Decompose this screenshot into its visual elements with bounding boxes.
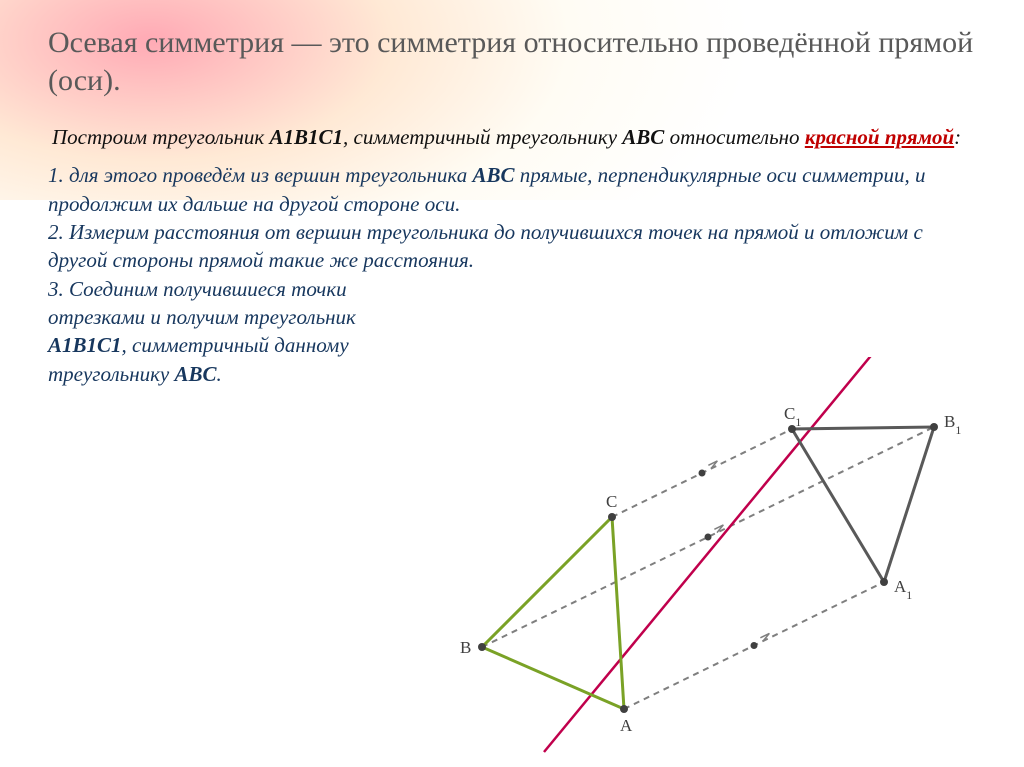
axis-intersection-point <box>705 534 712 541</box>
step-3: 3. Соединим получившиеся точки отрезками… <box>48 275 428 388</box>
vertex-label: C <box>606 492 617 511</box>
slide-title: Осевая симметрия — это симметрия относит… <box>48 24 976 99</box>
step3-a: 3. Соединим получившиеся точки отрезками… <box>48 277 356 329</box>
vertex-point <box>620 705 628 713</box>
right-angle-mark <box>708 461 717 469</box>
vertex-point <box>880 578 888 586</box>
intro-tri1: A1B1C1 <box>270 125 344 149</box>
vertex-label: A1 <box>894 577 912 602</box>
intro-mid: , симметричный треугольнику <box>343 125 622 149</box>
step3-b: A1B1C1 <box>48 333 122 357</box>
intro-end: : <box>954 125 961 149</box>
step1-b: ABC <box>472 163 514 187</box>
triangle-a1b1c1 <box>792 427 934 582</box>
vertex-label: B <box>460 638 471 657</box>
intro-post: относительно <box>664 125 805 149</box>
step3-d: ABC <box>175 362 217 386</box>
vertex-label: A <box>620 716 633 735</box>
step-2: 2. Измерим расстояния от вершин треуголь… <box>48 218 968 275</box>
intro-pre: Построим треугольник <box>52 125 270 149</box>
vertex-label: B1 <box>944 412 961 437</box>
intro-tri2: ABC <box>622 125 664 149</box>
vertex-point <box>608 513 616 521</box>
axis-intersection-point <box>751 642 758 649</box>
step3-e: . <box>217 362 222 386</box>
steps-block: 1. для этого проведём из вершин треуголь… <box>48 161 968 388</box>
right-angle-mark <box>714 525 723 533</box>
step1-a: 1. для этого проведём из вершин треуголь… <box>48 163 472 187</box>
vertex-point <box>930 423 938 431</box>
step-1: 1. для этого проведём из вершин треуголь… <box>48 161 968 218</box>
right-angle-mark <box>760 633 769 641</box>
geometry-diagram: ABCA1B1C1 <box>424 357 984 757</box>
symmetry-axis <box>544 357 874 752</box>
intro-red: красной прямой <box>805 125 954 149</box>
construction-intro: Построим треугольник A1B1C1, симметричны… <box>52 123 972 151</box>
slide-content: Осевая симметрия — это симметрия относит… <box>0 0 1024 388</box>
vertex-point <box>478 643 486 651</box>
axis-intersection-point <box>699 470 706 477</box>
